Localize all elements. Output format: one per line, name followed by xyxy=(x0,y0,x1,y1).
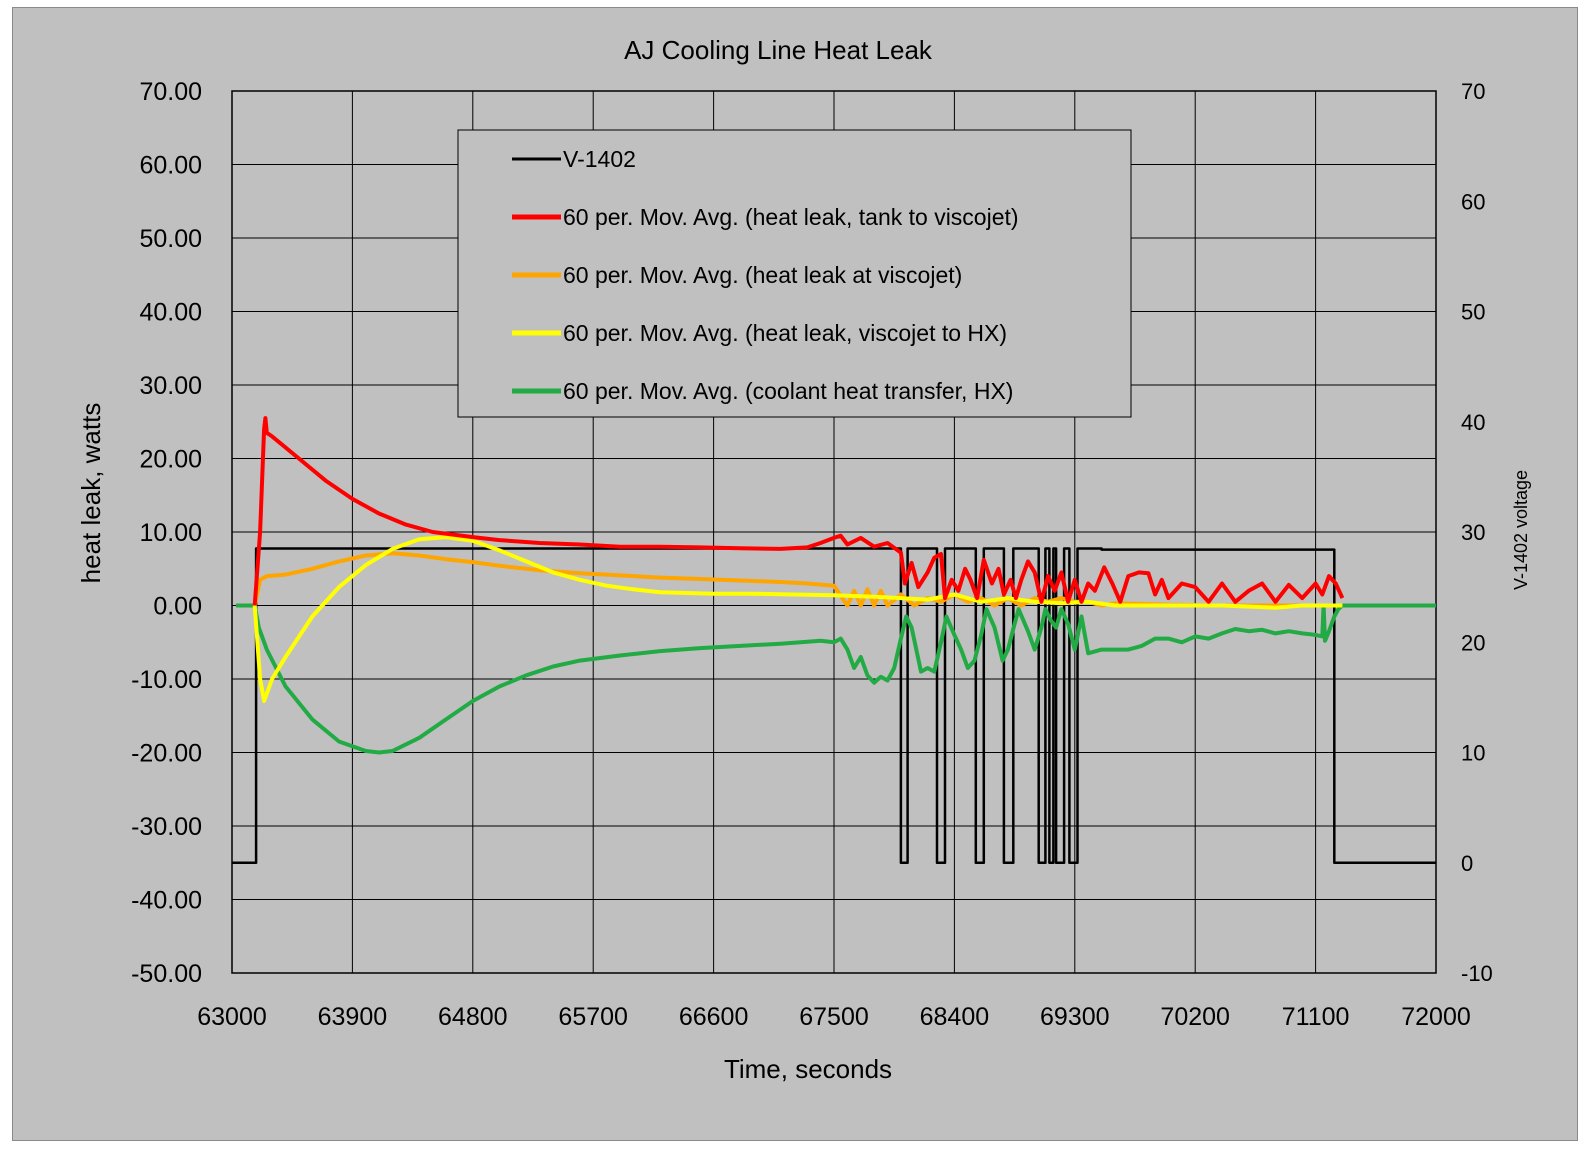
legend-label: 60 per. Mov. Avg. (coolant heat transfer… xyxy=(563,378,1013,404)
y-tick-label: 10.00 xyxy=(139,519,202,547)
x-tick-label: 67500 xyxy=(799,1003,869,1031)
y2-tick-label: 0 xyxy=(1461,851,1473,876)
y2-axis-ticks: 70 60 50 40 30 20 10 0 -10 xyxy=(1461,79,1493,986)
y-tick-label: -50.00 xyxy=(131,960,202,988)
y2-tick-label: 50 xyxy=(1461,300,1485,325)
y-tick-label: 50.00 xyxy=(139,225,202,253)
y-tick-label: 70.00 xyxy=(139,78,202,106)
y-tick-label: -10.00 xyxy=(131,666,202,694)
series-line-2 xyxy=(252,416,1345,606)
y-axis-ticks: 70.00 60.00 50.00 40.00 30.00 20.00 10.00 0.00 -… xyxy=(131,78,202,988)
legend-label: 60 per. Mov. Avg. (heat leak, viscojet t… xyxy=(563,320,1007,346)
y-tick-label: 60.00 xyxy=(139,152,202,180)
series-line-4 xyxy=(252,535,1343,703)
y-tick-label: -40.00 xyxy=(131,887,202,915)
y-tick-label: 30.00 xyxy=(139,372,202,400)
y2-tick-label: -10 xyxy=(1461,961,1493,986)
series-line-1 xyxy=(232,547,1436,865)
y2-tick-label: 20 xyxy=(1461,630,1485,655)
x-tick-label: 71100 xyxy=(1282,1003,1350,1031)
x-tick-label: 64800 xyxy=(438,1003,508,1031)
x-tick-label: 72000 xyxy=(1401,1003,1471,1031)
y-tick-label: -20.00 xyxy=(131,740,202,768)
series-layer xyxy=(232,416,1436,865)
x-axis-label: Time, seconds xyxy=(724,1054,892,1084)
series-line-5 xyxy=(236,603,1436,755)
y2-tick-label: 40 xyxy=(1461,410,1485,435)
y2-axis-label: V-1402 voltage xyxy=(1511,470,1531,590)
legend-label: 60 per. Mov. Avg. (heat leak, tank to vi… xyxy=(563,204,1019,230)
legend-label: V-1402 xyxy=(563,146,636,172)
y-tick-label: 40.00 xyxy=(139,299,202,327)
legend-label: 60 per. Mov. Avg. (heat leak at viscojet… xyxy=(563,262,962,288)
y-tick-label: -30.00 xyxy=(131,813,202,841)
x-tick-label: 66600 xyxy=(679,1003,749,1031)
legend: V-1402 60 per. Mov. Avg. (heat leak, tank… xyxy=(457,129,1132,418)
y2-tick-label: 10 xyxy=(1461,741,1485,766)
y2-tick-label: 70 xyxy=(1461,79,1485,104)
chart-title: AJ Cooling Line Heat Leak xyxy=(624,35,933,65)
y2-tick-label: 30 xyxy=(1461,520,1485,545)
legend-box xyxy=(457,129,1132,418)
x-axis-ticks: 63000 63900 64800 65700 66600 67500 68400 69300… xyxy=(197,1003,1471,1031)
x-tick-label: 65700 xyxy=(558,1003,628,1031)
x-tick-label: 63000 xyxy=(197,1003,267,1031)
y-tick-label: 0.00 xyxy=(153,593,202,621)
y-axis-label: heat leak, watts xyxy=(76,403,106,584)
x-tick-label: 68400 xyxy=(920,1003,990,1031)
y2-tick-label: 60 xyxy=(1461,189,1485,214)
y-tick-label: 20.00 xyxy=(139,446,202,474)
x-tick-label: 63900 xyxy=(318,1003,388,1031)
x-tick-label: 69300 xyxy=(1040,1003,1110,1031)
x-tick-label: 70200 xyxy=(1160,1003,1230,1031)
